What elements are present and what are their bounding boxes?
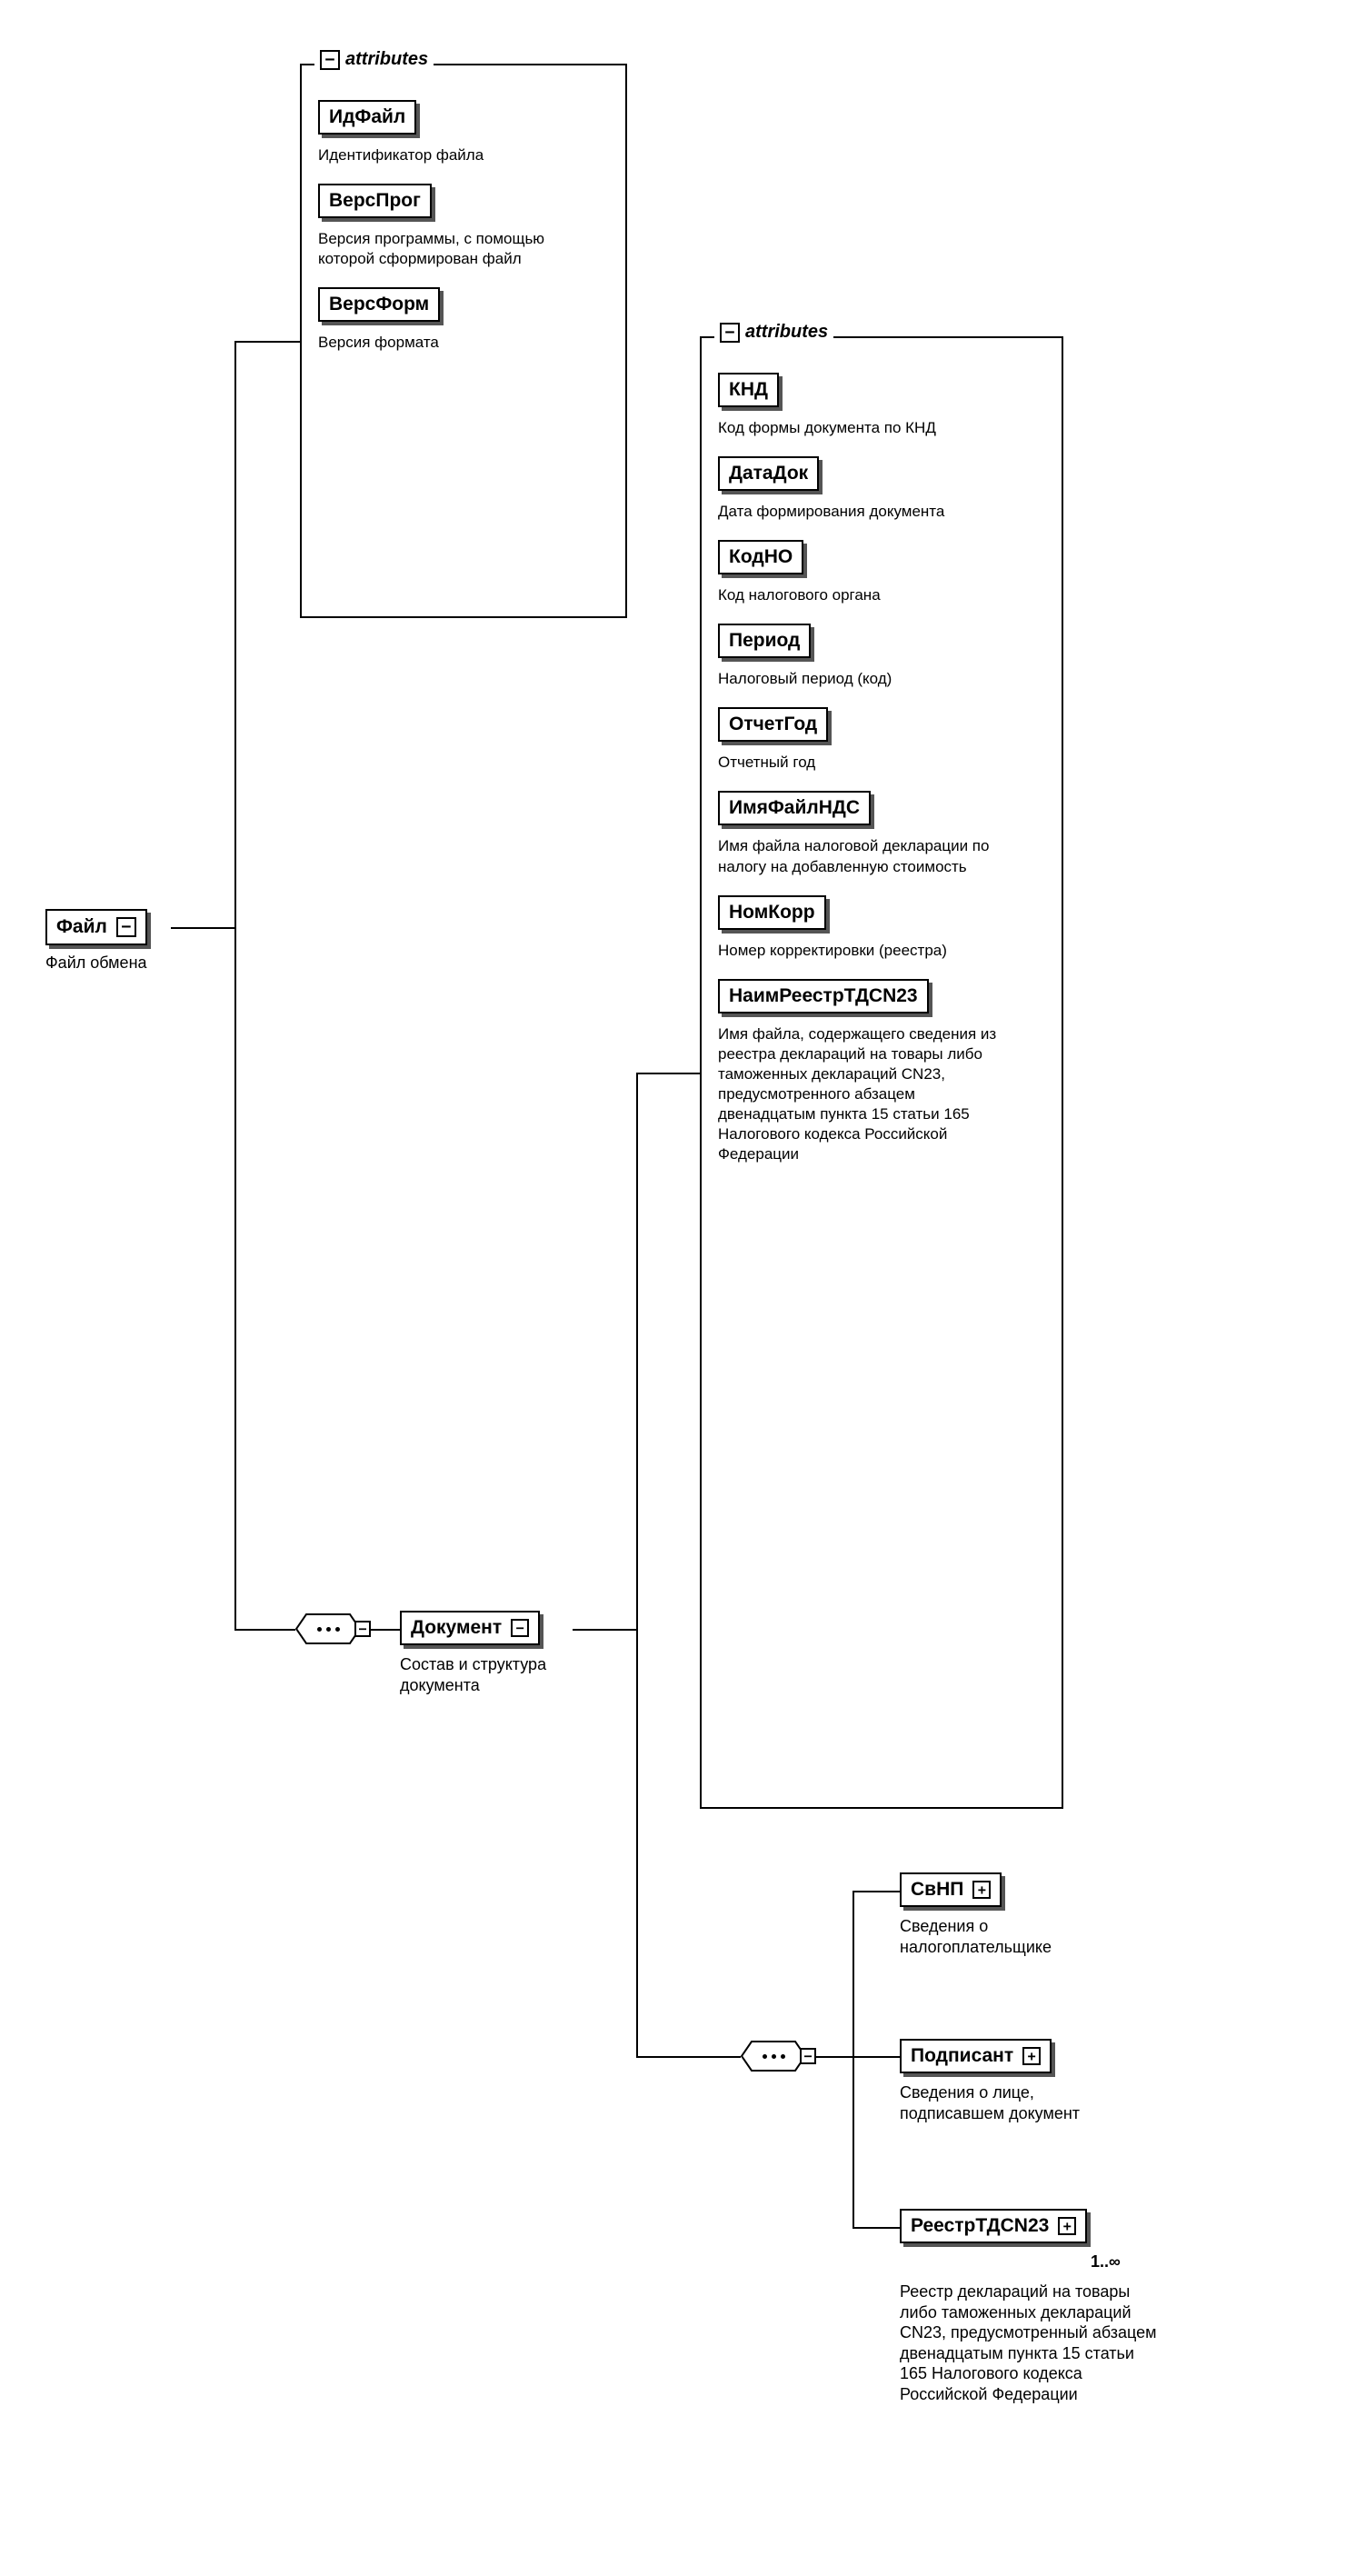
attribute-node[interactable]: НаимРеестрТДCN23 bbox=[718, 979, 929, 1013]
connector-line bbox=[853, 2227, 900, 2229]
attribute-node[interactable]: ВерсФорм bbox=[318, 287, 440, 322]
child-caption: Сведения о лице, подписавшем документ bbox=[900, 2082, 1109, 2123]
collapse-icon[interactable]: − bbox=[116, 917, 136, 937]
document-node-label: Документ bbox=[411, 1617, 502, 1639]
attribute-desc: Идентификатор файла bbox=[318, 145, 600, 165]
document-caption: Состав и структура документа bbox=[400, 1654, 600, 1695]
root-node[interactable]: Файл − bbox=[45, 909, 147, 945]
root-caption: Файл обмена bbox=[45, 953, 200, 973]
sequence-connector[interactable]: − bbox=[741, 2041, 806, 2072]
attribute-item: ВерсФорм Версия формата bbox=[318, 287, 609, 353]
attributes-panel-1: − attributes ИдФайл Идентификатор файла … bbox=[300, 64, 627, 618]
attribute-node[interactable]: ИмяФайлНДС bbox=[718, 791, 871, 825]
root-node-label: Файл bbox=[56, 916, 107, 938]
connector-line bbox=[636, 1073, 638, 2056]
diagram-canvas: Файл − Файл обмена − attributes ИдФайл И… bbox=[0, 0, 1366, 2576]
attribute-desc: Версия формата bbox=[318, 333, 600, 353]
attribute-desc: Номер корректировки (реестра) bbox=[718, 941, 1000, 961]
attribute-node[interactable]: ВерсПрог bbox=[318, 184, 432, 218]
attribute-node[interactable]: КодНО bbox=[718, 540, 803, 574]
attribute-node[interactable]: ОтчетГод bbox=[718, 707, 828, 742]
collapse-icon[interactable]: − bbox=[720, 323, 740, 343]
connector-line bbox=[234, 341, 300, 343]
connector-line bbox=[234, 1629, 295, 1631]
connector-line bbox=[636, 1073, 700, 1074]
child-node-label: РеестрТДCN23 bbox=[911, 2215, 1049, 2237]
attributes-header[interactable]: − attributes bbox=[314, 49, 434, 70]
attributes-header-label: attributes bbox=[745, 322, 828, 343]
attribute-desc: Имя файла налоговой декларации по налогу… bbox=[718, 836, 1000, 876]
attribute-node[interactable]: КНД bbox=[718, 373, 779, 407]
connector-line bbox=[234, 341, 236, 1630]
document-node[interactable]: Документ − bbox=[400, 1611, 540, 1645]
attribute-desc: Имя файла, содержащего сведения из реест… bbox=[718, 1024, 1000, 1165]
collapse-icon[interactable]: − bbox=[511, 1619, 529, 1637]
attributes-panel-2: − attributes КНД Код формы документа по … bbox=[700, 336, 1063, 1809]
expand-icon[interactable]: + bbox=[972, 1881, 991, 1899]
attribute-node[interactable]: Период bbox=[718, 624, 811, 658]
attribute-item: КодНО Код налогового органа bbox=[718, 540, 1045, 605]
child-node-podpisant[interactable]: Подписант + bbox=[900, 2039, 1052, 2073]
expand-icon[interactable]: + bbox=[1022, 2047, 1041, 2065]
sequence-dots-icon bbox=[295, 1613, 361, 1644]
expand-icon[interactable]: + bbox=[1058, 2217, 1076, 2235]
attribute-desc: Отчетный год bbox=[718, 753, 1000, 773]
attribute-node[interactable]: ДатаДок bbox=[718, 456, 819, 491]
sequence-dots-icon bbox=[741, 2041, 806, 2072]
connector-line bbox=[853, 1891, 854, 2227]
attribute-item: ДатаДок Дата формирования документа bbox=[718, 456, 1045, 522]
child-node-reestr[interactable]: РеестрТДCN23 + bbox=[900, 2209, 1087, 2243]
attributes-header[interactable]: − attributes bbox=[714, 322, 833, 343]
attribute-node[interactable]: ИдФайл bbox=[318, 100, 416, 135]
connector-line bbox=[573, 1629, 638, 1631]
attribute-desc: Налоговый период (код) bbox=[718, 669, 1000, 689]
sequence-connector[interactable]: − bbox=[295, 1613, 361, 1644]
child-caption: Реестр деклараций на товары либо таможен… bbox=[900, 2281, 1163, 2404]
child-node-svnp[interactable]: СвНП + bbox=[900, 1872, 1002, 1907]
attribute-node[interactable]: НомКорр bbox=[718, 895, 826, 930]
attribute-desc: Дата формирования документа bbox=[718, 502, 1000, 522]
connector-line bbox=[853, 1891, 900, 1892]
connector-line bbox=[636, 2056, 741, 2058]
attribute-item: ОтчетГод Отчетный год bbox=[718, 707, 1045, 773]
child-node-label: СвНП bbox=[911, 1879, 963, 1901]
attribute-desc: Код формы документа по КНД bbox=[718, 418, 1000, 438]
attribute-desc: Код налогового органа bbox=[718, 585, 1000, 605]
attribute-item: НаимРеестрТДCN23 Имя файла, содержащего … bbox=[718, 979, 1045, 1165]
attribute-item: Период Налоговый период (код) bbox=[718, 624, 1045, 689]
attribute-desc: Версия программы, с помощью которой сфор… bbox=[318, 229, 600, 269]
cardinality-label: 1..∞ bbox=[1091, 2252, 1121, 2271]
attribute-item: НомКорр Номер корректировки (реестра) bbox=[718, 895, 1045, 961]
connector-line bbox=[369, 1629, 400, 1631]
child-caption: Сведения о налогоплательщике bbox=[900, 1916, 1109, 1957]
connector-line bbox=[853, 2056, 900, 2058]
attributes-header-label: attributes bbox=[345, 49, 428, 70]
connector-line bbox=[814, 2056, 854, 2058]
collapse-icon[interactable]: − bbox=[320, 50, 340, 70]
connector-line bbox=[171, 927, 236, 929]
attribute-item: ИмяФайлНДС Имя файла налоговой деклараци… bbox=[718, 791, 1045, 876]
attribute-item: КНД Код формы документа по КНД bbox=[718, 373, 1045, 438]
child-node-label: Подписант bbox=[911, 2045, 1013, 2067]
attribute-item: ВерсПрог Версия программы, с помощью кот… bbox=[318, 184, 609, 269]
attribute-item: ИдФайл Идентификатор файла bbox=[318, 100, 609, 165]
